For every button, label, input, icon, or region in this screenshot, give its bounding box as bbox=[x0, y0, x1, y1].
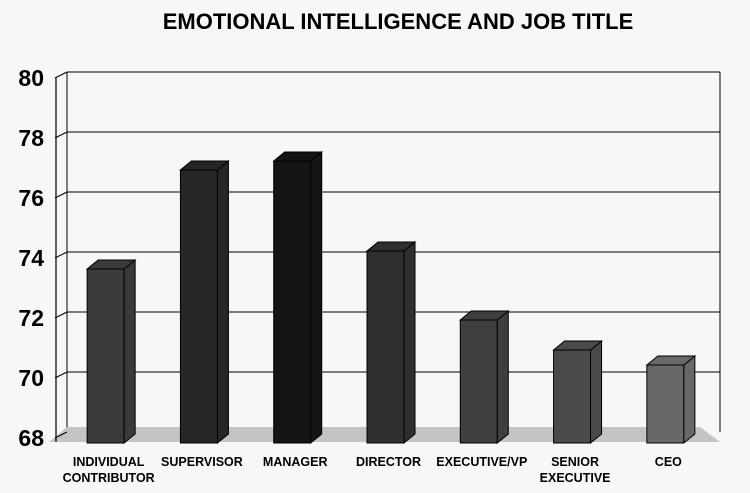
bar-side bbox=[496, 309, 509, 445]
y-tick-label: 74 bbox=[18, 245, 44, 271]
x-tick-label: MANAGER bbox=[263, 455, 328, 469]
bar-side bbox=[683, 354, 696, 445]
bar-front bbox=[459, 319, 498, 444]
bar-top bbox=[645, 355, 697, 366]
y-tick-label: 76 bbox=[18, 185, 44, 211]
bar-top bbox=[552, 340, 603, 351]
x-tick-label: EXECUTIVE/VP bbox=[436, 455, 527, 469]
y-tick-mark bbox=[54, 371, 68, 379]
bars bbox=[85, 150, 697, 445]
bar-front bbox=[86, 268, 125, 444]
bar bbox=[179, 159, 230, 445]
y-tick-label: 70 bbox=[18, 365, 44, 391]
bar-side bbox=[590, 339, 603, 445]
y-tick-label: 80 bbox=[18, 65, 44, 91]
x-tick-label: EXECUTIVE bbox=[540, 471, 611, 485]
x-tick-label: SUPERVISOR bbox=[161, 455, 243, 469]
bar-side bbox=[123, 258, 136, 445]
y-tick-label: 78 bbox=[18, 125, 44, 151]
y-tick-mark bbox=[54, 431, 68, 439]
bar-side bbox=[310, 150, 323, 445]
chart-title: EMOTIONAL INTELLIGENCE AND JOB TITLE bbox=[163, 9, 634, 34]
x-tick-label: INDIVIDUAL bbox=[73, 455, 145, 469]
y-tick-mark bbox=[54, 311, 68, 319]
bar-front bbox=[366, 250, 405, 444]
x-tick-label: SENIOR bbox=[551, 455, 599, 469]
bar bbox=[85, 258, 137, 445]
bar bbox=[272, 150, 324, 445]
bar bbox=[552, 339, 603, 445]
y-tick-mark bbox=[54, 251, 68, 259]
bar-front bbox=[179, 169, 218, 444]
bar bbox=[645, 354, 697, 445]
x-axis-labels: INDIVIDUAL CONTRIBUTOR SUPERVISOR MANAGER DI… bbox=[63, 455, 683, 485]
x-tick-label: DIRECTOR bbox=[356, 455, 421, 469]
bar bbox=[365, 240, 417, 445]
bar-front bbox=[646, 364, 685, 444]
x-tick-label: CONTRIBUTOR bbox=[63, 471, 155, 485]
bar-top bbox=[272, 151, 324, 162]
bar-front bbox=[273, 160, 312, 444]
bar-side bbox=[403, 240, 416, 445]
bar-top bbox=[458, 310, 510, 321]
y-tick-mark bbox=[54, 71, 68, 79]
x-tick-label: CEO bbox=[655, 455, 682, 469]
y-tick-label: 72 bbox=[18, 305, 44, 331]
y-tick-mark bbox=[54, 191, 68, 199]
bar bbox=[458, 309, 510, 445]
bar-top bbox=[85, 259, 137, 270]
y-tick-label: 68 bbox=[18, 425, 44, 451]
bar-side bbox=[216, 159, 229, 445]
bar-top bbox=[179, 160, 230, 171]
y-axis-ticks: 68 70 72 74 76 78 80 bbox=[18, 65, 68, 451]
bar-front bbox=[553, 349, 592, 444]
y-tick-mark bbox=[54, 131, 68, 139]
bar-top bbox=[365, 241, 417, 252]
